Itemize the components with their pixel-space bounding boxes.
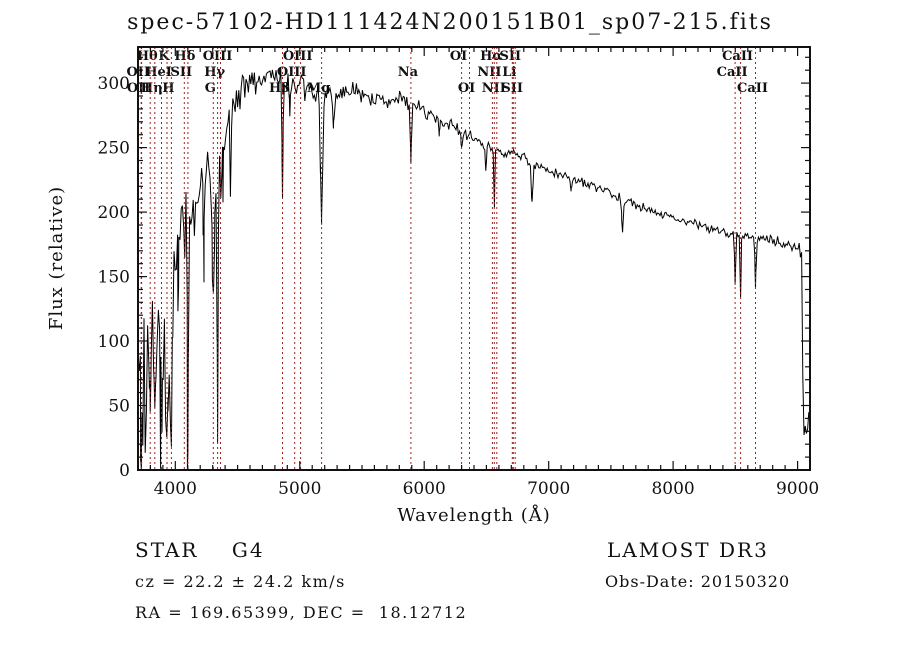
classification-label: STAR G4 xyxy=(135,538,265,562)
y-axis-title: Flux (relative) xyxy=(46,186,67,330)
spectral-line-label: CaII xyxy=(722,49,753,64)
spectral-line-label: OIII xyxy=(283,49,313,64)
x-tick-label: 4000 xyxy=(154,479,197,499)
y-tick-label: 300 xyxy=(98,74,130,94)
y-tick-label: 150 xyxy=(98,268,130,288)
spectral-line-label: G xyxy=(205,81,216,96)
y-tick-label: 50 xyxy=(108,397,130,417)
y-tick-label: 100 xyxy=(98,332,130,352)
spectral-line-label: Hγ xyxy=(204,65,225,80)
y-tick-label: 0 xyxy=(119,461,130,481)
plot-title: spec-57102-HD111424N200151B01_sp07-215.f… xyxy=(127,10,773,35)
radial-velocity-label: cz = 22.2 ± 24.2 km/s xyxy=(135,572,346,591)
spectral-line-label: NII xyxy=(477,65,501,80)
spectral-line-label: CaII xyxy=(737,81,768,96)
y-tick-label: 200 xyxy=(98,203,130,223)
spectral-line-label: SII xyxy=(500,49,522,64)
spectral-line-label: OIII xyxy=(203,49,233,64)
spectral-line-label: CaII xyxy=(717,65,748,80)
spectral-line-label: Li xyxy=(502,65,516,80)
spectral-line-label: Hδ xyxy=(174,49,195,64)
x-tick-label: 6000 xyxy=(403,479,446,499)
x-tick-label: 9000 xyxy=(776,479,819,499)
spectral-line-label: Hη xyxy=(141,81,163,96)
x-tick-label: 5000 xyxy=(278,479,321,499)
spectral-line-label: OIII xyxy=(277,65,307,80)
spectrum-path xyxy=(137,67,810,469)
spectral-line-label: Hθ xyxy=(137,49,158,64)
x-axis-title: Wavelength (Å) xyxy=(397,504,551,526)
spectral-line-label: OI xyxy=(458,81,475,96)
plot-frame xyxy=(137,46,811,471)
coordinates-label: RA = 169.65399, DEC = 18.12712 xyxy=(135,603,468,622)
x-tick-label: 7000 xyxy=(527,479,570,499)
spectral-line-label: H xyxy=(162,81,174,96)
spectral-line-label: K xyxy=(158,49,170,64)
spectral-line-label: NII xyxy=(482,81,506,96)
y-tick-label: 250 xyxy=(98,139,130,159)
spectral-line-label: SII xyxy=(171,65,193,80)
spectral-line-label: HeI xyxy=(145,65,172,80)
observation-date-label: Obs-Date: 20150320 xyxy=(605,572,791,591)
chart-dynamic-layer: OIIOIIHθHηHeIKHSIIHδGHγOIIIHβOIIIOIIIMgN… xyxy=(98,46,819,499)
x-tick-label: 8000 xyxy=(651,479,694,499)
spectral-line-label: OI xyxy=(450,49,467,64)
spectral-line-label: Na xyxy=(398,65,419,80)
survey-release-label: LAMOST DR3 xyxy=(607,538,769,562)
